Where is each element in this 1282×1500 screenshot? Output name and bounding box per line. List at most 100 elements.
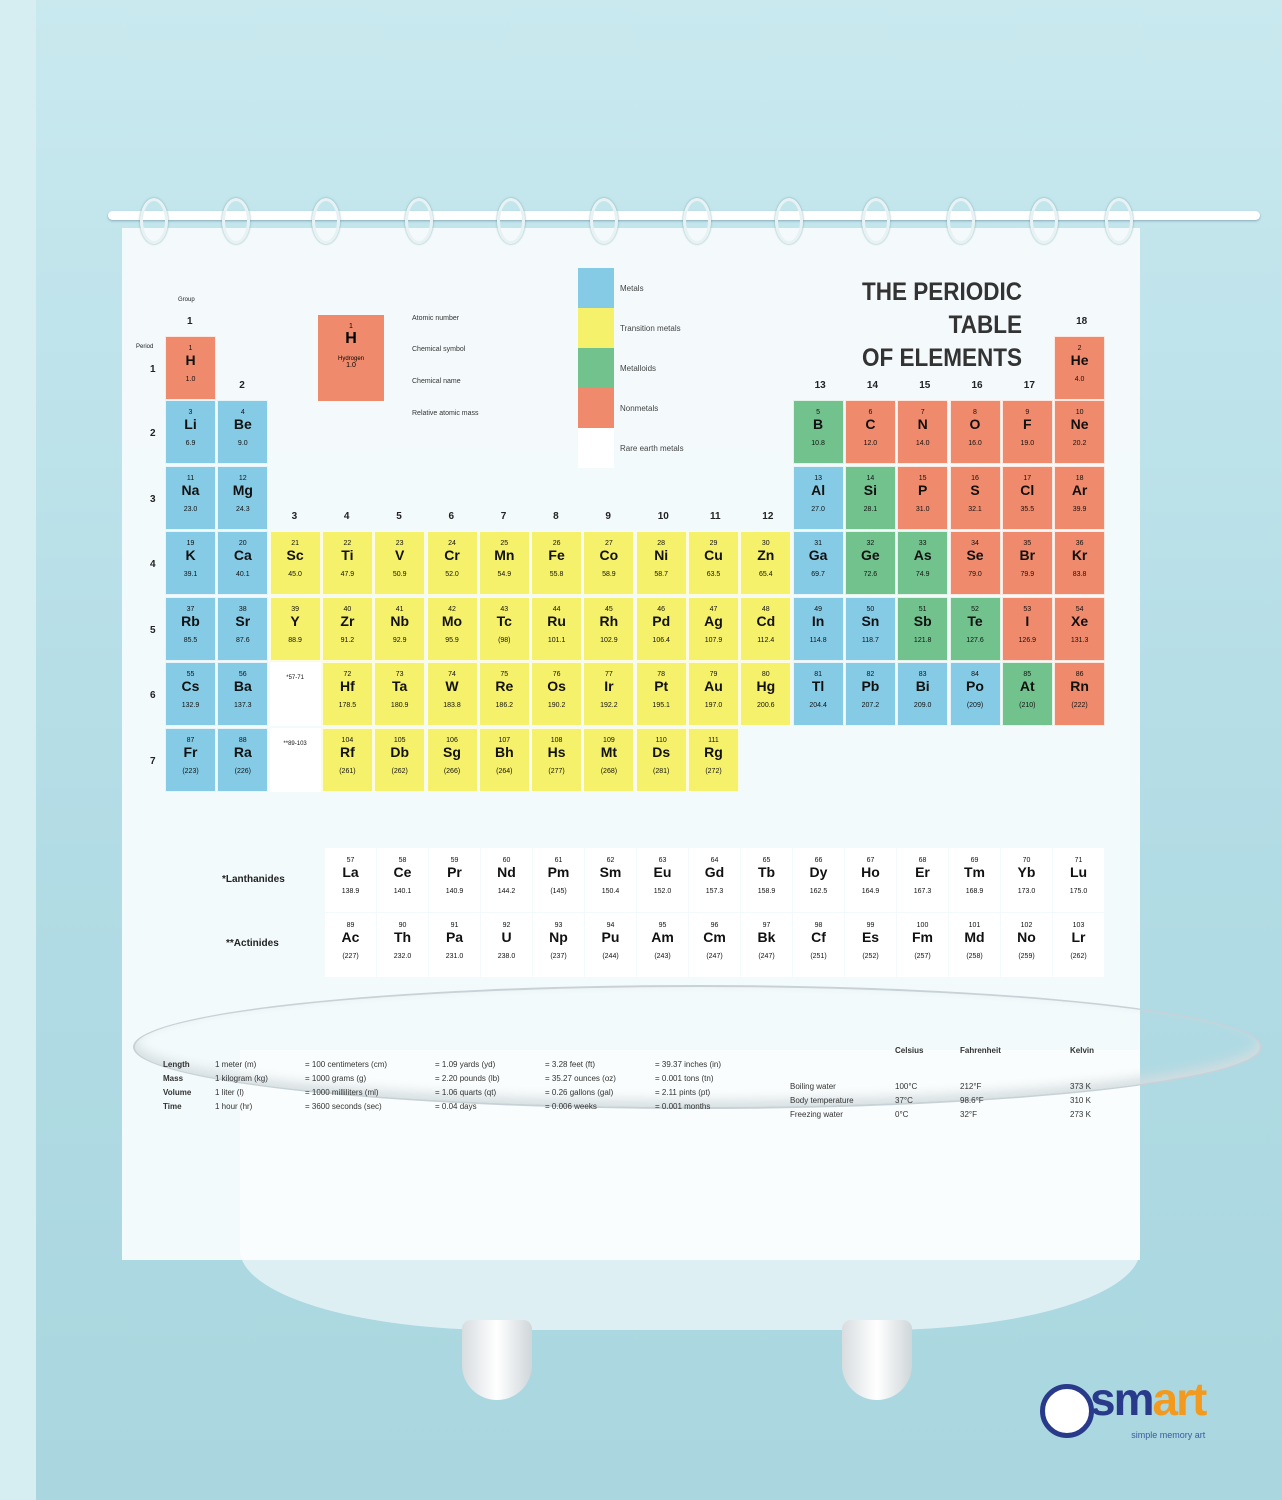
temperature-value: 100°C bbox=[895, 1082, 918, 1091]
atomic-mass: 1.0 bbox=[185, 376, 196, 383]
element-symbol: Nd bbox=[497, 864, 516, 880]
brand-tagline: simple memory art bbox=[1131, 1429, 1206, 1440]
group-number: 1 bbox=[187, 316, 193, 327]
atomic-number: 50 bbox=[866, 605, 875, 613]
element-symbol: Fm bbox=[912, 929, 933, 945]
atomic-number: 53 bbox=[1023, 605, 1032, 613]
atomic-number: 108 bbox=[550, 736, 563, 744]
atomic-mass: 54.9 bbox=[497, 571, 512, 578]
atomic-number: 22 bbox=[343, 540, 352, 547]
element-cell: 49 In 114.8 bbox=[792, 596, 844, 661]
element-cell: 79 Au 197.0 bbox=[688, 662, 739, 726]
atomic-number: 49 bbox=[814, 605, 822, 613]
atomic-mass: 27.0 bbox=[811, 505, 825, 513]
element-cell: 23 V 50.9 bbox=[374, 531, 426, 595]
atomic-mass: 121.8 bbox=[913, 636, 932, 644]
atomic-number: 99 bbox=[866, 922, 875, 929]
curtain-ring-icon bbox=[1030, 198, 1058, 244]
element-cell: 69 Tm 168.9 bbox=[949, 848, 1000, 912]
element-cell: 88 Ra (226) bbox=[217, 727, 269, 792]
group-number: 9 bbox=[605, 511, 611, 522]
element-symbol: Er bbox=[915, 864, 930, 880]
legend-label: Transition metals bbox=[620, 324, 681, 333]
element-symbol: Ba bbox=[233, 678, 252, 694]
element-cell: 53 I 126.9 bbox=[1001, 596, 1053, 661]
page-title: THE PERIODIC TABLE OF ELEMENTS bbox=[788, 276, 1022, 375]
element-cell: 3 Li 6.9 bbox=[165, 400, 216, 464]
atomic-mass: 200.6 bbox=[757, 702, 775, 709]
element-symbol: Rg bbox=[704, 743, 723, 760]
conversion-value: = 2.20 pounds (lb) bbox=[435, 1074, 500, 1083]
atomic-number: 74 bbox=[448, 671, 456, 678]
atomic-number: 60 bbox=[502, 857, 511, 864]
temperature-value: 98.6°F bbox=[960, 1096, 984, 1105]
temperature-value: 373 K bbox=[1070, 1082, 1091, 1091]
group-number: 3 bbox=[291, 511, 298, 522]
element-symbol: W bbox=[445, 678, 459, 694]
atomic-number: 55 bbox=[186, 671, 195, 678]
element-symbol: Be bbox=[233, 416, 252, 432]
atomic-number: 58 bbox=[398, 857, 407, 864]
element-cell: 17 Cl 35.5 bbox=[1001, 465, 1053, 530]
atomic-mass: 126.9 bbox=[1018, 636, 1037, 644]
atomic-mass: 157.3 bbox=[705, 888, 724, 895]
element-cell: 97 Bk (247) bbox=[741, 913, 792, 977]
atomic-number: 14 bbox=[866, 474, 875, 482]
element-symbol: No bbox=[1017, 929, 1036, 945]
element-symbol: In bbox=[811, 612, 825, 629]
element-symbol: Pr bbox=[447, 864, 462, 880]
atomic-mass: 186.2 bbox=[495, 702, 514, 709]
element-cell: 66 Dy 162.5 bbox=[793, 848, 844, 912]
element-cell: 7 N 14.0 bbox=[897, 400, 949, 464]
element-cell: 51 Sb 121.8 bbox=[897, 596, 949, 661]
bathtub-foot bbox=[462, 1320, 532, 1400]
legend-label: Metalloids bbox=[620, 364, 657, 373]
element-cell: 20 Ca 40.1 bbox=[217, 531, 269, 595]
element-cell: 99 Es (252) bbox=[845, 913, 896, 977]
legend-swatch bbox=[578, 308, 614, 348]
conversion-value: = 100 centimeters (cm) bbox=[305, 1060, 388, 1069]
curtain-ring-icon bbox=[140, 198, 168, 244]
element-cell: 82 Pb 207.2 bbox=[844, 662, 896, 726]
element-symbol: K bbox=[185, 547, 196, 563]
element-symbol: Hs bbox=[547, 743, 566, 760]
atomic-number: 56 bbox=[238, 671, 247, 678]
element-cell: 62 Sm 150.4 bbox=[585, 848, 636, 912]
element-cell: 21 Sc 45.0 bbox=[269, 531, 321, 595]
brand-name-part: sm bbox=[1090, 1373, 1155, 1425]
atomic-mass: 197.0 bbox=[704, 702, 723, 709]
element-symbol: Rb bbox=[181, 612, 200, 629]
element-cell: 84 Po (209) bbox=[949, 662, 1001, 726]
temperature-value: 32°F bbox=[960, 1110, 977, 1119]
atomic-mass: 79.0 bbox=[968, 571, 982, 578]
element-symbol: Li bbox=[184, 416, 197, 432]
group-number: 17 bbox=[1023, 380, 1035, 391]
atomic-mass: 173.0 bbox=[1017, 888, 1036, 895]
element-cell: 65 Tb 158.9 bbox=[741, 848, 792, 912]
brand-name-part: art bbox=[1152, 1373, 1207, 1425]
atomic-number: 70 bbox=[1022, 857, 1031, 864]
element-symbol: Eu bbox=[653, 864, 672, 880]
atomic-mass: (247) bbox=[758, 953, 775, 960]
element-cell: 87 Fr (223) bbox=[165, 727, 216, 792]
atomic-number: 34 bbox=[971, 540, 979, 547]
element-cell: 105 Db (262) bbox=[374, 727, 426, 792]
element-symbol: Bi bbox=[915, 678, 930, 694]
element-cell: 18 Ar 39.9 bbox=[1054, 465, 1106, 530]
atomic-number: 51 bbox=[918, 605, 927, 613]
element-symbol: Sc bbox=[286, 547, 304, 563]
element-cell: 45 Rh 102.9 bbox=[583, 596, 635, 661]
element-cell: 26 Fe 55.8 bbox=[531, 531, 583, 595]
atomic-number: 71 bbox=[1074, 857, 1083, 864]
element-symbol: Md bbox=[964, 929, 985, 945]
element-cell: 14 Si 28.1 bbox=[844, 465, 896, 530]
element-symbol: Tl bbox=[811, 678, 825, 694]
atomic-mass: 168.9 bbox=[965, 888, 984, 895]
atomic-number: 15 bbox=[918, 474, 927, 482]
element-symbol: Co bbox=[599, 547, 619, 563]
atomic-mass: 106.4 bbox=[652, 636, 670, 644]
atomic-number: 82 bbox=[866, 671, 875, 678]
group-number: 4 bbox=[343, 511, 350, 522]
atomic-mass: (277) bbox=[548, 767, 565, 775]
atomic-mass: 112.4 bbox=[757, 636, 775, 644]
